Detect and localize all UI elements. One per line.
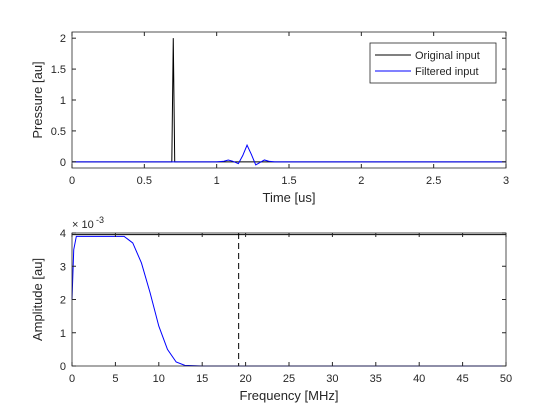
x-tick-label: 1	[214, 175, 220, 187]
x-axis-label: Frequency [MHz]	[240, 388, 339, 403]
x-tick-label: 0	[69, 373, 75, 385]
y-tick-label: 1	[60, 328, 66, 340]
y-multiplier: × 10	[72, 219, 94, 231]
y-tick-label: 0	[60, 361, 66, 373]
x-tick-label: 35	[370, 373, 382, 385]
legend-label: Original input	[415, 50, 480, 62]
x-tick-label: 5	[112, 373, 118, 385]
x-tick-label: 2.5	[426, 175, 441, 187]
x-tick-label: 40	[413, 373, 425, 385]
y-tick-label: 1.5	[51, 64, 66, 76]
legend-box	[369, 42, 497, 84]
y-tick-label: 4	[60, 228, 66, 240]
y-tick-label: 0.5	[51, 126, 66, 138]
y-axis-label: Pressure [au]	[30, 61, 45, 138]
data-line	[72, 143, 506, 166]
x-tick-label: 3	[503, 175, 509, 187]
x-tick-label: 1.5	[281, 175, 296, 187]
data-line	[71, 235, 506, 367]
legend-label: Filtered input	[415, 66, 479, 78]
x-tick-label: 20	[239, 373, 251, 385]
x-tick-label: 25	[283, 373, 295, 385]
x-tick-label: 15	[196, 373, 208, 385]
x-axis-label: Time [us]	[263, 190, 316, 205]
x-tick-label: 0	[69, 175, 75, 187]
y-tick-label: 2	[60, 33, 66, 45]
plot-area	[72, 233, 506, 366]
x-tick-label: 50	[500, 373, 512, 385]
x-tick-label: 2	[358, 175, 364, 187]
y-tick-label: 2	[60, 295, 66, 307]
x-tick-label: 45	[456, 373, 468, 385]
x-tick-label: 30	[326, 373, 338, 385]
y-tick-label: 1	[60, 95, 66, 107]
x-tick-label: 0.5	[137, 175, 152, 187]
y-tick-label: 3	[60, 261, 66, 273]
y-tick-label: 0	[60, 157, 66, 169]
y-axis-label: Amplitude [au]	[30, 258, 45, 341]
y-multiplier-exponent: -3	[96, 215, 104, 225]
x-tick-label: 10	[153, 373, 165, 385]
